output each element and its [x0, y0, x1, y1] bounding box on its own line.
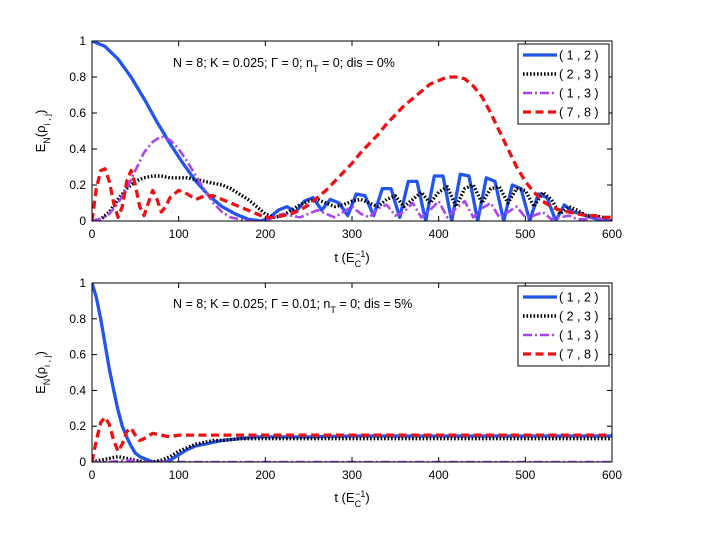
x-tick-label: 200	[255, 468, 275, 482]
y-tick-label: 0.4	[69, 142, 86, 156]
y-tick-label: 0.8	[69, 70, 86, 84]
x-tick-label: 400	[429, 468, 449, 482]
legend-label-2: ( 2 , 3 )	[559, 68, 599, 82]
y-tick-label: 0.6	[69, 106, 86, 120]
x-tick-label: 300	[342, 227, 362, 241]
series-group	[92, 283, 612, 462]
x-tick-label: 400	[429, 227, 449, 241]
y-label-sub2: i , j	[42, 355, 52, 367]
y-tick-label: 0.2	[69, 419, 86, 433]
y-tick-label: 0.8	[69, 312, 86, 326]
series-group	[92, 41, 612, 221]
chart-panel-2: 0 100 200 300 400 500 600 0 0.2 0.4 0.6 0.8 1 N = 8; …	[33, 276, 622, 509]
y-label-close: )	[33, 110, 48, 114]
series-line-2	[92, 174, 612, 221]
x-axis-label: t (EC−1)	[334, 489, 369, 509]
legend-label-4: ( 7 , 8 )	[559, 348, 599, 362]
y-label-main: E	[33, 143, 48, 152]
y-tick-label: 0.4	[69, 383, 86, 397]
x-label-sub: C	[355, 259, 362, 269]
y-label-close: )	[33, 351, 48, 355]
annotation-sub: T	[313, 64, 319, 74]
series-line-4	[92, 415, 612, 462]
legend-label-4: ( 7 , 8 )	[559, 106, 599, 120]
legend-label-3: ( 1 , 3 )	[559, 329, 599, 343]
x-tick-label: 0	[89, 468, 96, 482]
annotation-main: N = 8; K = 0.025; Γ = 0; n	[173, 56, 313, 70]
x-tick-label: 500	[515, 227, 535, 241]
y-label-sub1: N	[42, 379, 52, 386]
x-tick-label: 500	[515, 468, 535, 482]
x-label-main: t (E	[334, 490, 355, 505]
y-label-main: E	[33, 385, 48, 394]
y-tick-label: 0.2	[69, 178, 86, 192]
x-label-close: )	[365, 250, 369, 265]
x-tick-label: 600	[602, 468, 622, 482]
annotation-tail: = 0; dis = 0%	[318, 56, 394, 70]
legend-label-1: ( 1 , 2 )	[559, 49, 599, 63]
legend-label-2: ( 2 , 3 )	[559, 310, 599, 324]
annotation-text: N = 8; K = 0.025; Γ = 0.01; nT = 0; dis …	[173, 297, 412, 315]
x-tick-label: 100	[169, 227, 189, 241]
x-tick-label: 200	[255, 227, 275, 241]
x-tick-label: 300	[342, 468, 362, 482]
y-tick-label: 0	[79, 455, 86, 469]
y-tick-label: 0.6	[69, 348, 86, 362]
x-label-close: )	[365, 490, 369, 505]
series-line-4	[92, 75, 612, 221]
x-tick-label: 0	[89, 227, 96, 241]
legend-box	[517, 43, 610, 125]
y-tick-label: 1	[79, 34, 86, 48]
legend-label-1: ( 1 , 2 )	[559, 291, 599, 305]
legend: ( 1 , 2 ) ( 2 , 3 ) ( 1 , 3 ) ( 7 , 8 )	[517, 43, 610, 125]
x-label-sup: −1	[355, 489, 365, 499]
annotation-main: N = 8; K = 0.025; Γ = 0.01; n	[173, 297, 330, 311]
annotation-text: N = 8; K = 0.025; Γ = 0; nT = 0; dis = 0…	[173, 56, 395, 74]
y-label-mid: (ρ	[33, 125, 48, 137]
y-tick-label: 0	[79, 214, 86, 228]
y-label-sub1: N	[42, 137, 52, 144]
y-tick-label: 1	[79, 276, 86, 290]
y-axis-label: EN(ρi , j)	[33, 110, 52, 153]
y-axis-label: EN(ρi , j)	[33, 351, 52, 394]
x-label-sub: C	[355, 499, 362, 509]
annotation-sub: T	[330, 305, 336, 315]
annotation-tail: = 0; dis = 5%	[336, 297, 412, 311]
legend-box	[517, 285, 610, 367]
legend: ( 1 , 2 ) ( 2 , 3 ) ( 1 , 3 ) ( 7 , 8 )	[517, 285, 610, 367]
x-axis-label: t (EC−1)	[334, 249, 369, 269]
chart-panel-1: 0 100 200 300 400 500 600 0 0.2 0.4 0.6 0.8 1 N = 8; …	[33, 34, 622, 269]
x-tick-label: 600	[602, 227, 622, 241]
x-tick-label: 100	[169, 468, 189, 482]
y-label-mid: (ρ	[33, 367, 48, 379]
legend-label-3: ( 1 , 3 )	[559, 87, 599, 101]
x-label-sup: −1	[355, 249, 365, 259]
y-label-sub2: i , j	[42, 114, 52, 126]
x-label-main: t (E	[334, 250, 355, 265]
